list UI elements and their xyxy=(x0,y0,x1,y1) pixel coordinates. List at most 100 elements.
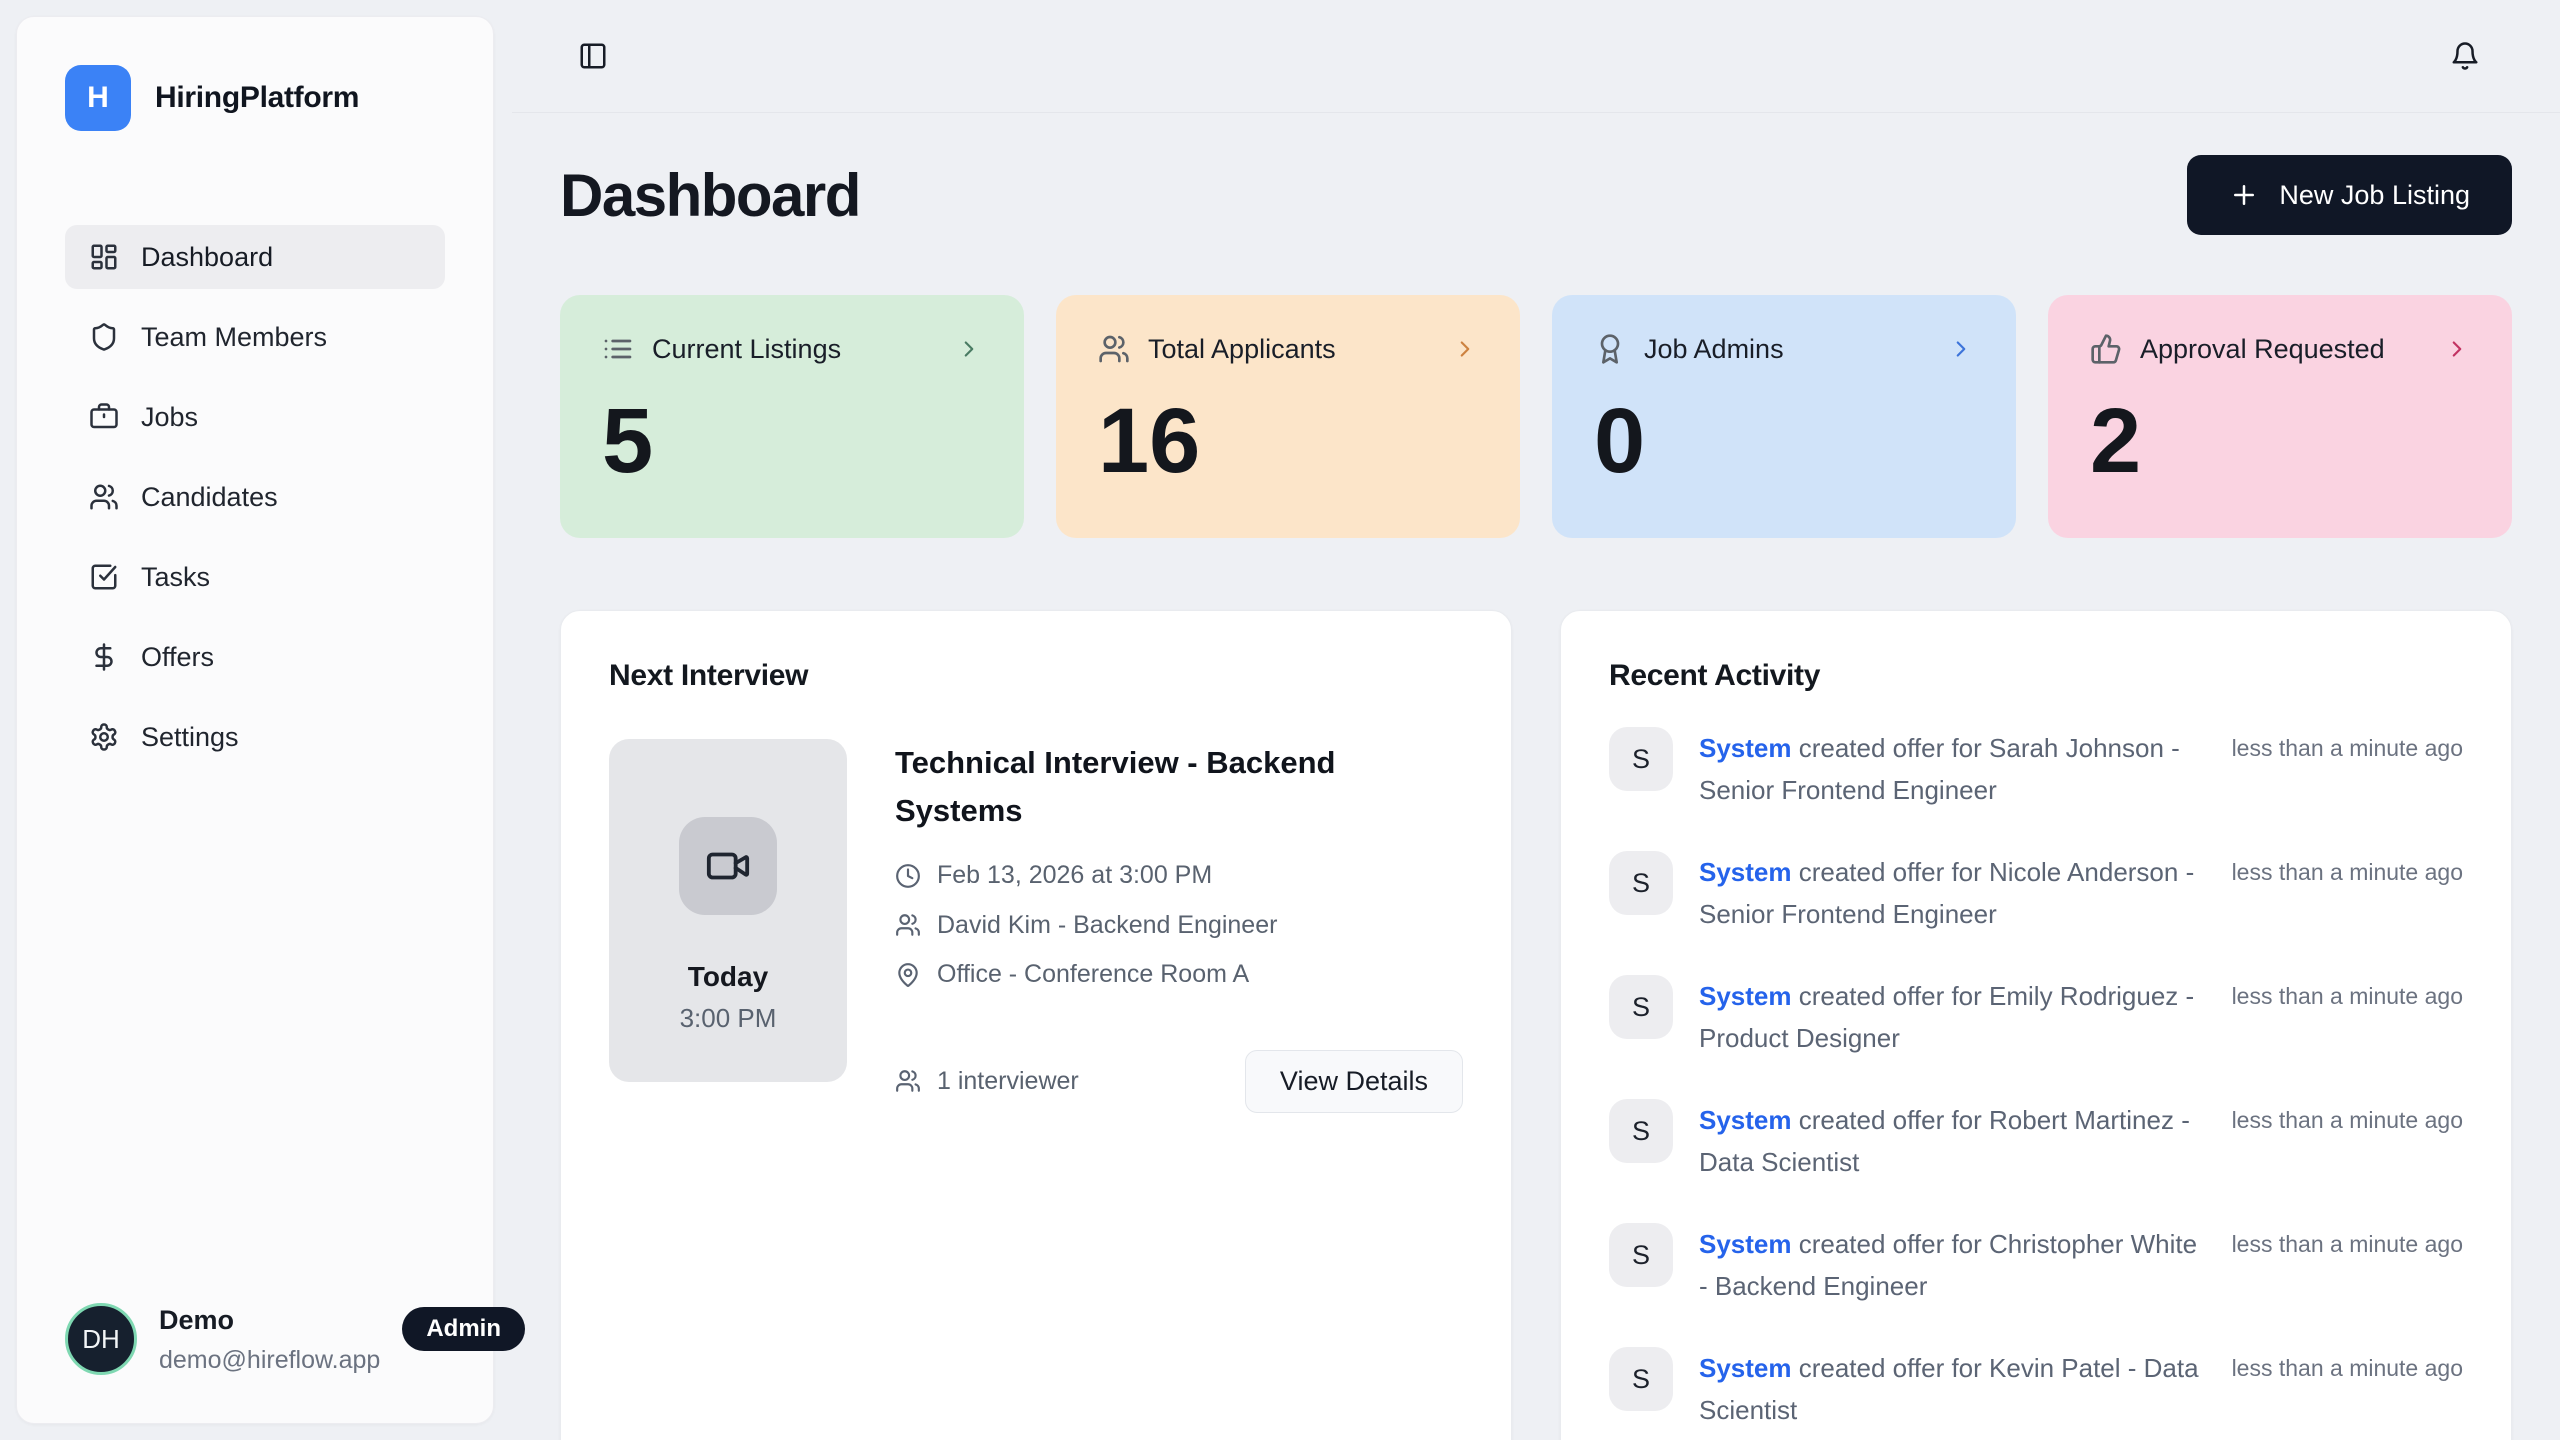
brand: H HiringPlatform xyxy=(65,65,445,131)
stat-value: 16 xyxy=(1098,390,1201,492)
stat-card-job-admins[interactable]: Job Admins 0 xyxy=(1552,295,2016,538)
interview-interviewer-row: David Kim - Backend Engineer xyxy=(895,907,1463,945)
stat-value: 2 xyxy=(2090,390,2142,492)
activity-description: created offer for Robert Martinez - Data… xyxy=(1699,1105,2190,1177)
stat-card-current-listings[interactable]: Current Listings 5 xyxy=(560,295,1024,538)
stat-header: Total Applicants xyxy=(1098,333,1478,365)
interview-footer: 1 interviewer View Details xyxy=(895,1049,1463,1113)
interview-meta: Feb 13, 2026 at 3:00 PM David Kim - Back… xyxy=(895,857,1463,994)
activity-timestamp: less than a minute ago xyxy=(2231,983,2463,1009)
plus-icon xyxy=(2234,185,2255,205)
interview-location-row: Office - Conference Room A xyxy=(895,956,1463,994)
page-title: Dashboard xyxy=(560,161,861,229)
sidebar-item-tasks[interactable]: Tasks xyxy=(65,545,445,609)
role-badge: Admin xyxy=(402,1307,526,1351)
award-icon xyxy=(1600,334,1620,364)
activity-actor-link[interactable]: System xyxy=(1699,1105,1792,1135)
sidebar-item-dashboard[interactable]: Dashboard xyxy=(65,225,445,289)
interview-item: Today 3:00 PM Technical Interview - Back… xyxy=(609,739,1463,1113)
sidebar: H HiringPlatform Dashboard Team Members … xyxy=(16,16,526,1424)
list-icon xyxy=(604,339,632,359)
activity-description: created offer for Kevin Patel - Data Sci… xyxy=(1699,1353,2199,1425)
thumbs-up-icon xyxy=(2091,334,2121,364)
sidebar-toggle-button[interactable] xyxy=(570,33,616,79)
activity-item: S System created offer for Sarah Johnson… xyxy=(1609,727,2463,811)
sidebar-item-jobs[interactable]: Jobs xyxy=(65,385,445,449)
activity-avatar: S xyxy=(1609,727,1673,791)
stat-label: Total Applicants xyxy=(1148,333,1336,364)
interview-datetime-row: Feb 13, 2026 at 3:00 PM xyxy=(895,857,1463,895)
activity-text: System created offer for Sarah Johnson -… xyxy=(1699,727,2199,811)
activity-actor-link[interactable]: System xyxy=(1699,1353,1792,1383)
activity-text: System created offer for Robert Martinez… xyxy=(1699,1099,2199,1183)
app-logo: H xyxy=(65,65,131,131)
stat-card-approval-requested[interactable]: Approval Requested 2 xyxy=(2048,295,2512,538)
stat-value: 5 xyxy=(602,390,654,492)
sidebar-item-label: Settings xyxy=(141,721,239,752)
video-camera-icon xyxy=(706,852,750,880)
users-icon xyxy=(90,484,118,510)
activity-timestamp: less than a minute ago xyxy=(2231,859,2463,885)
topbar xyxy=(512,0,2560,113)
sidebar-item-settings[interactable]: Settings xyxy=(65,705,445,769)
activity-item: S System created offer for Kevin Patel -… xyxy=(1609,1347,2463,1431)
sidebar-item-candidates[interactable]: Candidates xyxy=(65,465,445,529)
notifications-button[interactable] xyxy=(2442,33,2488,79)
chevron-right-icon xyxy=(964,341,974,357)
activity-item: S System created offer for Christopher W… xyxy=(1609,1223,2463,1307)
stat-label: Approval Requested xyxy=(2140,333,2385,364)
map-pin-icon xyxy=(898,962,918,987)
activity-text: System created offer for Christopher Whi… xyxy=(1699,1223,2199,1307)
activity-avatar: S xyxy=(1609,975,1673,1039)
interview-interviewer: David Kim - Backend Engineer xyxy=(937,910,1278,939)
stats-row: Current Listings 5 Total Applicants 16 xyxy=(560,295,2512,538)
app-name: HiringPlatform xyxy=(155,81,360,114)
recent-activity-panel: Recent Activity S System created offer f… xyxy=(1560,610,2512,1440)
activity-actor-link[interactable]: System xyxy=(1699,1229,1792,1259)
interview-title: Technical Interview - Backend Systems xyxy=(895,745,1336,829)
activity-text: System created offer for Kevin Patel - D… xyxy=(1699,1347,2199,1431)
users-icon xyxy=(896,1070,920,1092)
interview-day: Today xyxy=(687,961,769,992)
activity-actor-link[interactable]: System xyxy=(1699,857,1792,887)
stat-card-total-applicants[interactable]: Total Applicants 16 xyxy=(1056,295,1520,538)
activity-actor-link[interactable]: System xyxy=(1699,981,1792,1011)
sidebar-nav: Dashboard Team Members Jobs Candidates T… xyxy=(65,225,445,769)
sidebar-item-label: Candidates xyxy=(141,481,278,512)
users-icon xyxy=(1099,335,1129,363)
view-details-button[interactable]: View Details xyxy=(1244,1049,1463,1113)
sidebar-item-label: Dashboard xyxy=(141,241,274,272)
main: Dashboard New Job Listing Current Listin… xyxy=(512,113,2560,1440)
user-card[interactable]: DH Demo demo@hireflow.app Admin xyxy=(65,1303,526,1375)
page-head: Dashboard New Job Listing xyxy=(560,155,2512,235)
new-job-listing-label: New Job Listing xyxy=(2279,179,2470,210)
check-square-icon xyxy=(91,564,117,590)
sidebar-item-offers[interactable]: Offers xyxy=(65,625,445,689)
recent-activity-title: Recent Activity xyxy=(1609,659,1821,692)
shield-icon xyxy=(92,323,116,351)
content-area: Dashboard New Job Listing Current Listin… xyxy=(512,0,2560,1440)
new-job-listing-button[interactable]: New Job Listing xyxy=(2187,155,2512,235)
next-interview-panel: Next Interview Today 3:00 PM Technical I… xyxy=(560,610,1512,1440)
interview-location: Office - Conference Room A xyxy=(937,960,1250,989)
stat-header: Current Listings xyxy=(602,333,982,365)
video-tile xyxy=(679,817,777,915)
interviewer-count: 1 interviewer xyxy=(895,1067,1079,1096)
avatar: DH xyxy=(65,1303,137,1375)
activity-description: created offer for Emily Rodriguez - Prod… xyxy=(1699,981,2195,1053)
sidebar-item-label: Jobs xyxy=(141,401,199,432)
stat-label: Current Listings xyxy=(652,333,842,364)
user-meta: Demo demo@hireflow.app xyxy=(159,1303,380,1375)
activity-avatar: S xyxy=(1609,1347,1673,1411)
chevron-right-icon xyxy=(1956,341,1966,357)
stat-header: Job Admins xyxy=(1594,333,1974,365)
interview-time: 3:00 PM xyxy=(679,1003,777,1033)
dashboard-columns: Next Interview Today 3:00 PM Technical I… xyxy=(560,610,2512,1440)
stat-value: 0 xyxy=(1594,390,1646,492)
users-icon xyxy=(896,914,920,937)
sidebar-item-team-members[interactable]: Team Members xyxy=(65,305,445,369)
activity-actor-link[interactable]: System xyxy=(1699,733,1792,763)
briefcase-icon xyxy=(90,403,118,429)
stat-header: Approval Requested xyxy=(2090,333,2470,365)
